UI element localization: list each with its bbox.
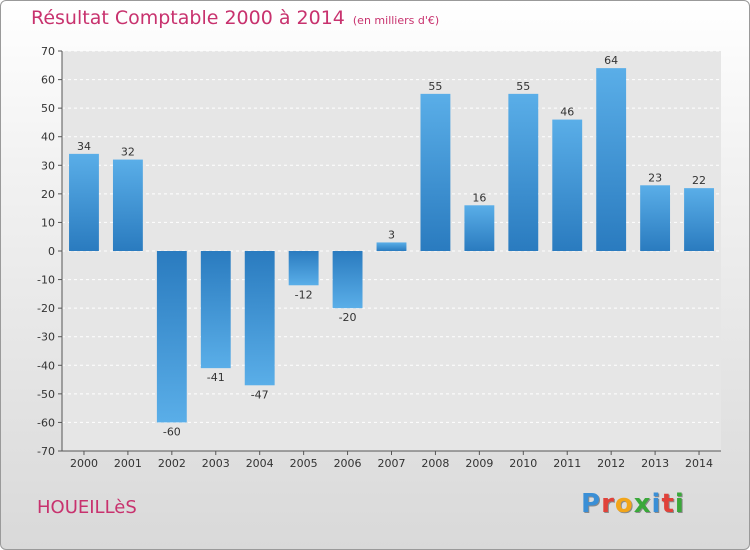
data-label: 22 [692, 174, 706, 187]
data-label: -60 [163, 425, 181, 438]
y-tick-label: -30 [37, 331, 55, 344]
y-tick-label: -50 [37, 388, 55, 401]
x-tick-label: 2012 [597, 457, 625, 470]
x-tick-label: 2005 [290, 457, 318, 470]
bar [508, 93, 539, 251]
chart-subtitle: (en milliers d'€) [352, 14, 440, 27]
bar [69, 153, 99, 251]
bar [200, 251, 231, 369]
x-tick-label: 2008 [421, 457, 449, 470]
bar [288, 251, 319, 286]
data-label: 32 [121, 146, 135, 159]
bar [552, 119, 583, 251]
data-label: 34 [77, 140, 91, 153]
data-label: 64 [604, 54, 618, 67]
logo-letter: o [614, 489, 634, 519]
logo-letter: t [661, 489, 675, 519]
y-tick-label: -60 [37, 416, 55, 429]
x-tick-label: 2000 [70, 457, 98, 470]
data-label: 16 [472, 191, 486, 204]
y-tick-label: 50 [41, 102, 55, 115]
data-label: -20 [339, 311, 357, 324]
x-tick-label: 2010 [509, 457, 537, 470]
data-label: 3 [388, 228, 395, 241]
y-tick-label: 0 [48, 245, 55, 258]
y-tick-label: -20 [37, 302, 55, 315]
bar [420, 93, 451, 251]
y-tick-label: 20 [41, 188, 55, 201]
logo-letter: P [581, 489, 602, 519]
proxiti-logo: Proxiti [581, 489, 685, 519]
y-tick-label: 70 [41, 45, 55, 58]
x-tick-label: 2009 [465, 457, 493, 470]
x-tick-label: 2002 [158, 457, 186, 470]
y-tick-label: 10 [41, 216, 55, 229]
logo-letter: i [651, 489, 662, 519]
data-label: -41 [207, 371, 225, 384]
data-label: 55 [516, 80, 530, 93]
data-label: -12 [295, 288, 313, 301]
bar [244, 251, 275, 386]
bar [640, 185, 671, 251]
logo-letter: i [674, 489, 685, 519]
y-tick-label: -70 [37, 445, 55, 458]
bar [464, 205, 495, 251]
y-tick-label: 60 [41, 74, 55, 87]
x-tick-label: 2007 [378, 457, 406, 470]
data-label: -47 [251, 388, 269, 401]
chart-title-text: Résultat Comptable 2000 à 2014 [31, 7, 345, 29]
y-tick-label: -40 [37, 359, 55, 372]
bar [376, 242, 407, 251]
logo-letter: r [601, 489, 615, 519]
data-label: 55 [428, 80, 442, 93]
bar [156, 251, 187, 423]
bar [112, 159, 143, 251]
x-tick-label: 2003 [202, 457, 230, 470]
x-tick-label: 2014 [685, 457, 713, 470]
logo-letter: x [633, 489, 652, 519]
chart-title: Résultat Comptable 2000 à 2014 (en millie… [31, 7, 439, 29]
y-tick-label: -10 [37, 274, 55, 287]
x-tick-label: 2001 [114, 457, 142, 470]
bar [332, 251, 363, 309]
bar [684, 188, 714, 251]
x-tick-label: 2006 [334, 457, 362, 470]
x-tick-label: 2011 [553, 457, 581, 470]
data-label: 46 [560, 106, 574, 119]
y-tick-label: 40 [41, 131, 55, 144]
town-name: HOUEILLèS [37, 497, 137, 518]
x-tick-label: 2013 [641, 457, 669, 470]
data-label: 23 [648, 171, 662, 184]
bar [596, 68, 627, 252]
y-tick-label: 30 [41, 159, 55, 172]
x-tick-label: 2004 [246, 457, 274, 470]
